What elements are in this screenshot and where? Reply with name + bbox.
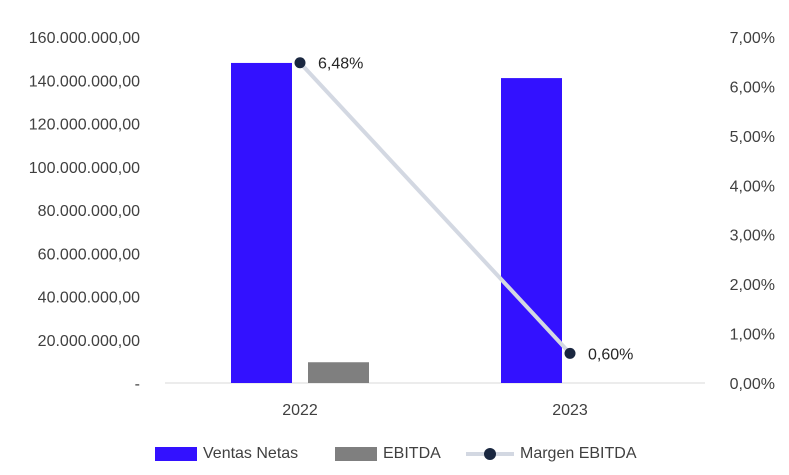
legend-label-ventas: Ventas Netas: [203, 445, 299, 462]
combo-chart: - 20.000.000,00 40.000.000,00 60.000.000,00…: [29, 30, 775, 419]
margin-line: 6,48% 0,60%: [294, 56, 633, 363]
x-tick-label: 2023: [552, 402, 588, 419]
margin-marker: [294, 57, 306, 69]
left-tick-label: -: [135, 376, 140, 393]
left-tick-label: 160.000.000,00: [29, 30, 140, 47]
left-tick-label: 100.000.000,00: [29, 160, 140, 177]
margin-line-path: [298, 61, 572, 355]
margin-data-label: 0,60%: [588, 346, 633, 363]
margin-marker: [564, 347, 576, 359]
left-axis: - 20.000.000,00 40.000.000,00 60.000.000,00…: [29, 30, 140, 393]
right-tick-label: 1,00%: [730, 327, 775, 344]
right-tick-label: 3,00%: [730, 228, 775, 245]
legend-item-ventas: Ventas Netas: [155, 440, 298, 468]
legend-label-ebitda: EBITDA: [383, 445, 441, 462]
legend: Ventas Netas EBITDA Margen EBITDA: [0, 440, 789, 468]
right-tick-label: 6,00%: [730, 79, 775, 96]
right-tick-label: 2,00%: [730, 277, 775, 294]
legend-item-ebitda: EBITDA: [335, 440, 441, 468]
left-tick-label: 40.000.000,00: [38, 290, 140, 307]
x-tick-label: 2022: [282, 402, 318, 419]
left-tick-label: 80.000.000,00: [38, 203, 140, 220]
bars: [231, 62, 562, 384]
legend-item-margen: Margen EBITDA: [466, 440, 636, 468]
legend-label-margen: Margen EBITDA: [520, 445, 637, 462]
legend-swatch-ebitda: [335, 447, 377, 461]
left-tick-label: 60.000.000,00: [38, 246, 140, 263]
margin-data-label: 6,48%: [318, 56, 363, 73]
left-tick-label: 120.000.000,00: [29, 117, 140, 134]
right-tick-label: 0,00%: [730, 376, 775, 393]
right-tick-label: 4,00%: [730, 178, 775, 195]
legend-swatch-ventas: [155, 447, 197, 461]
left-tick-label: 140.000.000,00: [29, 73, 140, 90]
bar-ventas-netas: [231, 62, 292, 383]
x-axis: 2022 2023: [165, 382, 705, 419]
right-axis: 0,00% 1,00% 2,00% 3,00% 4,00% 5,00% 6,00% 7,00%: [730, 30, 775, 393]
right-tick-label: 5,00%: [730, 129, 775, 146]
left-tick-label: 20.000.000,00: [38, 333, 140, 350]
legend-line-marker-icon: [466, 447, 514, 461]
right-tick-label: 7,00%: [730, 30, 775, 47]
bar-ebitda: [308, 362, 369, 383]
